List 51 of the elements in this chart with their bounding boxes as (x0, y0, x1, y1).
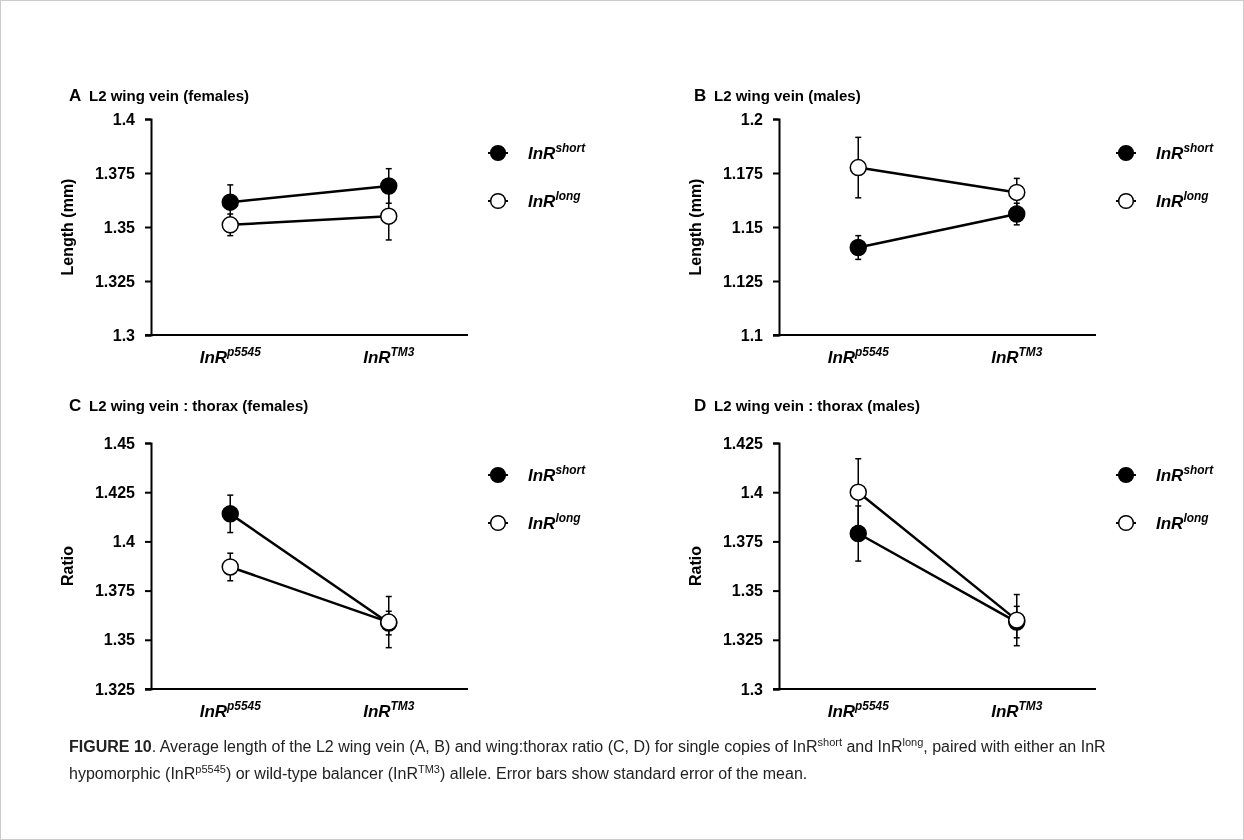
text: D (694, 396, 707, 415)
legend-label: InR$^{short}$ (1156, 141, 1215, 163)
y-tick-label: 1.2 (740, 110, 764, 128)
y-axis-title: Ratio (59, 545, 76, 586)
y-tick-label: 1.35 (731, 582, 764, 600)
legend-label: InR$^{short}$ (1156, 463, 1215, 485)
chart-title: L2 wing vein : thorax (males) (714, 397, 920, 414)
x-tick-label: InR$^{TM3}$ (991, 699, 1043, 721)
y-tick-label: 1.3 (112, 326, 136, 344)
y-tick-label: 1.375 (94, 164, 136, 182)
y-tick-label: 1.35 (103, 218, 136, 236)
y-tick-label: 1.15 (731, 218, 764, 236)
legend-label: InR$^{short}$ (528, 141, 587, 163)
legend-label: InR$^{long}$ (528, 511, 582, 533)
y-tick-label: 1.325 (94, 272, 136, 290)
y-tick-label: 1.375 (722, 533, 764, 551)
y-tick-label: 1.325 (722, 631, 764, 649)
y-tick-label: 1.4 (112, 110, 136, 128)
chart-title: L2 wing vein (females) (89, 87, 250, 104)
y-tick-label: 1.4 (740, 483, 764, 501)
text: A (69, 86, 82, 105)
text: B (694, 86, 707, 105)
y-tick-label: 1.35 (103, 631, 136, 649)
x-tick-label: InR$^{p5545}$ (199, 699, 262, 721)
chart-title: L2 wing vein : thorax (females) (89, 397, 309, 414)
x-tick-label: InR$^{p5545}$ (199, 345, 262, 367)
x-tick-label: InR$^{p5545}$ (827, 345, 890, 367)
x-tick-label: InR$^{TM3}$ (363, 345, 415, 367)
legend-label: InR$^{long}$ (1156, 189, 1210, 211)
y-axis-title: Length (mm) (59, 178, 76, 276)
x-tick-label: InR$^{TM3}$ (991, 345, 1043, 367)
y-tick-label: 1.45 (103, 434, 136, 452)
legend-label: InR$^{long}$ (1156, 511, 1210, 533)
x-tick-label: InR$^{TM3}$ (363, 699, 415, 721)
text: C (69, 396, 82, 415)
legend-label: InR$^{long}$ (528, 189, 582, 211)
y-axis-title: Length (mm) (687, 178, 704, 276)
text: FIGURE 10. Average length of the L2 wing vein (A, B) and wing:thorax ratio (C, D) for single copies of InR$^{short}$ and InR$^{long}$, paired with either an InR hypomorphic (InR$^{p5545}$) or wild-type balancer (InR$^{TM3}$) allele. Error bars show standard error of the mean. (69, 736, 1106, 783)
x-tick-label: InR$^{p5545}$ (827, 699, 890, 721)
y-tick-label: 1.1 (740, 326, 764, 344)
y-tick-label: 1.425 (722, 434, 764, 452)
y-tick-label: 1.4 (112, 533, 136, 551)
y-tick-label: 1.375 (94, 582, 136, 600)
y-axis-title: Ratio (687, 545, 704, 586)
y-tick-label: 1.125 (722, 272, 764, 290)
y-tick-label: 1.325 (94, 680, 136, 698)
y-tick-label: 1.175 (722, 164, 764, 182)
legend-label: InR$^{short}$ (528, 463, 587, 485)
y-tick-label: 1.3 (740, 680, 764, 698)
y-tick-label: 1.425 (94, 483, 136, 501)
chart-title: L2 wing vein (males) (714, 87, 861, 104)
